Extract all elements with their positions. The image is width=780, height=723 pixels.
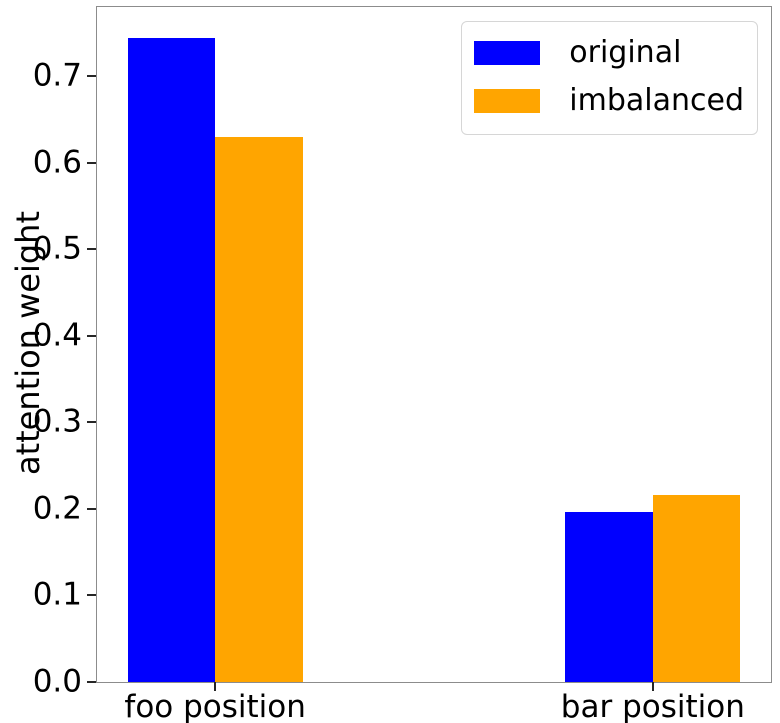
y-tick-label: 0.6 bbox=[32, 144, 82, 181]
y-tick-mark bbox=[87, 334, 96, 337]
y-tick-label: 0.1 bbox=[32, 576, 82, 613]
legend-swatch-imbalanced bbox=[474, 89, 541, 113]
legend-label-original: original bbox=[569, 35, 682, 70]
legend-item-imbalanced: imbalanced bbox=[474, 79, 744, 123]
y-tick-label: 0.2 bbox=[32, 490, 82, 527]
x-tick-label-foo-position: foo position bbox=[124, 689, 306, 723]
legend-swatch-original bbox=[474, 41, 541, 65]
y-tick-mark bbox=[87, 161, 96, 164]
y-tick-mark bbox=[87, 594, 96, 597]
bar-imbalanced-foo bbox=[215, 136, 303, 682]
y-tick-label: 0.3 bbox=[32, 403, 82, 440]
x-tick-label-bar-position: bar position bbox=[560, 689, 745, 723]
y-tick-label: 0.7 bbox=[32, 57, 82, 94]
y-tick-label: 0.5 bbox=[32, 230, 82, 267]
y-tick-mark bbox=[87, 75, 96, 78]
bar-original-foo bbox=[127, 38, 216, 682]
x-tick-mark bbox=[651, 682, 654, 691]
y-tick-label: 0.0 bbox=[32, 663, 82, 700]
y-tick-mark bbox=[87, 421, 96, 424]
legend: original imbalanced bbox=[461, 21, 758, 135]
y-tick-mark bbox=[87, 248, 96, 251]
y-tick-label: 0.4 bbox=[32, 317, 82, 354]
plot-area: original imbalanced 0.0 0.1 0.2 0.3 0.4 0.5 0.… bbox=[33, 6, 772, 723]
y-tick-mark bbox=[87, 681, 96, 683]
legend-label-imbalanced: imbalanced bbox=[569, 83, 744, 118]
y-tick-mark bbox=[87, 507, 96, 510]
legend-item-original: original bbox=[474, 31, 744, 75]
bar-imbalanced-bar bbox=[652, 495, 741, 682]
bar-original-bar bbox=[565, 512, 653, 682]
x-tick-mark bbox=[214, 682, 217, 691]
